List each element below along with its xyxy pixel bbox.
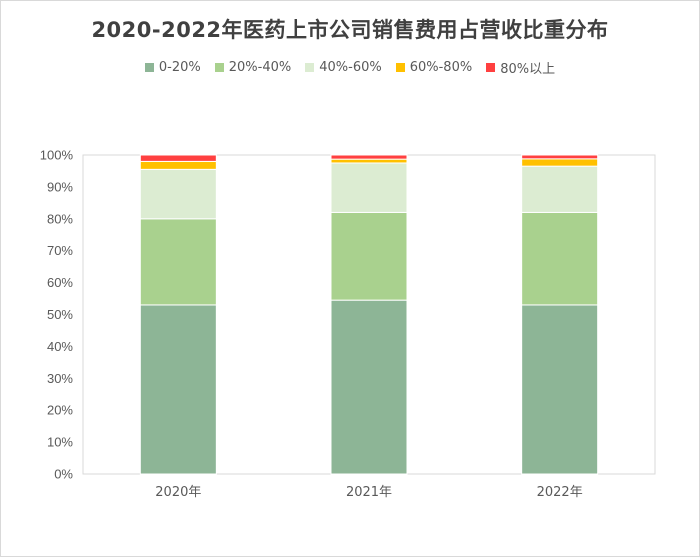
bar-segment-1-2 (330, 162, 408, 213)
bar-segment-0-4 (139, 154, 217, 162)
bar-segment-0-0 (139, 304, 217, 475)
legend-item-2: 40%-60% (305, 58, 382, 77)
y-tick-label: 100% (40, 148, 74, 163)
legend-item-1: 20%-40% (214, 58, 292, 77)
legend-swatch (486, 63, 496, 72)
bar-segment-1-0 (330, 299, 408, 475)
y-tick-label: 10% (47, 435, 73, 450)
bar-segment-2-1 (521, 211, 599, 306)
legend-swatch (144, 63, 154, 72)
legend-swatch (214, 63, 224, 72)
x-tick-label: 2020年 (155, 485, 201, 500)
bar-segment-2-0 (521, 304, 599, 475)
x-tick-label: 2022年 (537, 485, 583, 500)
legend-item-4: 80%以上 (486, 58, 555, 77)
bar-segment-0-3 (139, 160, 217, 170)
bar-segment-2-4 (521, 154, 599, 160)
y-tick-label: 40% (47, 339, 73, 354)
legend-item-3: 60%-80% (395, 58, 473, 77)
bar-segment-1-1 (330, 211, 408, 301)
chart-title: 2020-2022年医药上市公司销售费用占营收比重分布 (91, 18, 609, 42)
y-tick-label: 90% (47, 179, 73, 194)
y-tick-label: 70% (47, 243, 73, 258)
bar-segment-1-3 (330, 158, 408, 164)
legend-label: 0-20% (158, 60, 201, 75)
y-tick-label: 30% (47, 371, 73, 386)
y-tick-label: 80% (47, 211, 73, 226)
legend-label: 20%-40% (228, 60, 292, 75)
legend-label: 60%-80% (409, 60, 473, 75)
legend-label: 80%以上 (500, 62, 556, 77)
y-tick-label: 20% (47, 403, 73, 418)
legend: 0-20% 20%-40% 40%-60% 60%-80% 80%以上 (0, 58, 700, 77)
y-tick-label: 50% (47, 307, 73, 322)
legend-swatch (305, 63, 315, 72)
bar-segment-2-2 (521, 165, 599, 213)
bar-segment-0-1 (139, 218, 217, 306)
legend-swatch (395, 63, 405, 72)
legend-item-0: 0-20% (144, 58, 201, 77)
x-tick-label: 2021年 (346, 485, 392, 500)
y-tick-label: 60% (47, 275, 73, 290)
y-tick-label: 0% (54, 467, 73, 482)
bar-segment-2-3 (521, 158, 599, 167)
bar-segment-1-4 (330, 154, 408, 160)
legend-label: 40%-60% (319, 60, 382, 75)
bar-segment-0-2 (139, 168, 217, 220)
